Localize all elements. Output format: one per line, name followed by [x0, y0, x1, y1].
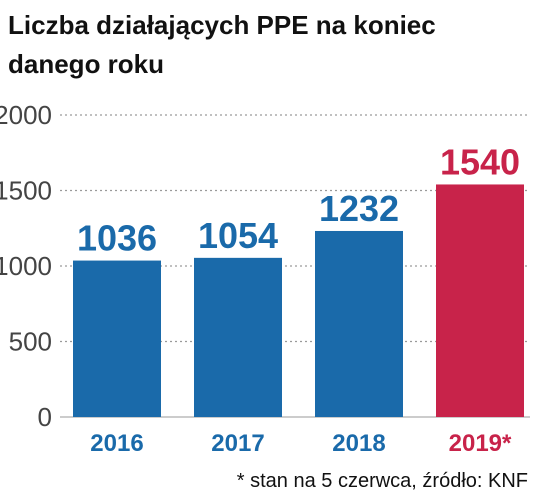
bar-value-label: 1232	[319, 188, 399, 229]
bar	[436, 184, 524, 417]
bar-value-label: 1036	[77, 218, 157, 259]
bar	[194, 257, 282, 417]
chart-title-line-2: danego roku	[8, 49, 165, 79]
bar	[315, 230, 403, 417]
footnote: * stan na 5 czerwca, źródło: KNF	[236, 470, 528, 492]
y-tick-label: 2000	[0, 100, 52, 130]
chart-title-line-1: Liczba działających PPE na koniec	[8, 10, 436, 40]
value-labels: 1036 1054 1232 1540	[77, 141, 520, 258]
x-axis-categories: 2016 2017 2018 2019*	[90, 430, 512, 457]
y-tick-label: 500	[9, 327, 52, 357]
bar-value-label: 1540	[440, 141, 520, 182]
bars	[73, 184, 524, 417]
x-category-label: 2017	[211, 430, 264, 457]
bar	[73, 260, 161, 417]
x-category-label: 2018	[332, 430, 385, 457]
y-tick-label: 1000	[0, 251, 52, 281]
bar-value-label: 1054	[198, 215, 278, 256]
y-tick-label: 1500	[0, 176, 52, 206]
y-axis-ticks: 0 500 1000 1500 2000	[0, 100, 52, 432]
y-tick-label: 0	[38, 402, 52, 432]
x-category-label: 2019*	[449, 430, 512, 457]
chart-title: Liczba działających PPE na koniec danego…	[8, 6, 528, 84]
x-category-label: 2016	[90, 430, 143, 457]
